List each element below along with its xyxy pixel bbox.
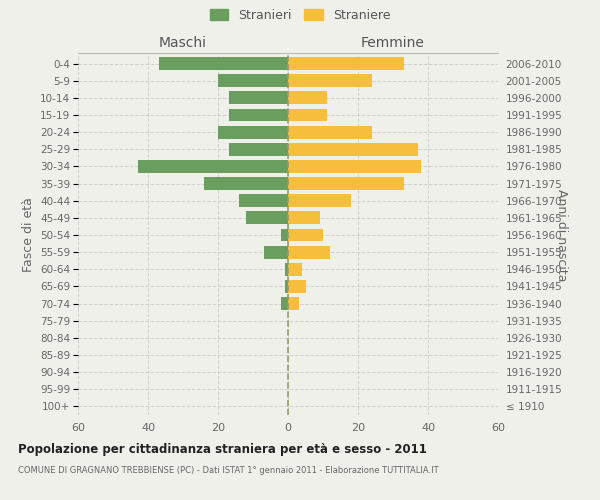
Bar: [288, 108, 326, 122]
Bar: [229, 143, 288, 156]
Bar: [263, 246, 288, 258]
Bar: [288, 280, 305, 293]
Bar: [288, 194, 351, 207]
Bar: [281, 297, 288, 310]
Bar: [218, 126, 288, 138]
Bar: [239, 194, 288, 207]
Bar: [288, 74, 372, 87]
Bar: [158, 57, 288, 70]
Bar: [288, 57, 404, 70]
Bar: [288, 246, 330, 258]
Bar: [204, 177, 288, 190]
Bar: [229, 92, 288, 104]
Bar: [288, 297, 299, 310]
Bar: [137, 160, 288, 173]
Bar: [229, 108, 288, 122]
Bar: [284, 263, 288, 276]
Bar: [288, 92, 326, 104]
Bar: [288, 160, 421, 173]
Bar: [288, 126, 372, 138]
Bar: [288, 212, 320, 224]
Bar: [288, 228, 323, 241]
Text: Popolazione per cittadinanza straniera per età e sesso - 2011: Popolazione per cittadinanza straniera p…: [18, 442, 427, 456]
Bar: [246, 212, 288, 224]
Text: COMUNE DI GRAGNANO TREBBIENSE (PC) - Dati ISTAT 1° gennaio 2011 - Elaborazione T: COMUNE DI GRAGNANO TREBBIENSE (PC) - Dat…: [18, 466, 439, 475]
Bar: [284, 280, 288, 293]
Y-axis label: Fasce di età: Fasce di età: [22, 198, 35, 272]
Bar: [281, 228, 288, 241]
Legend: Stranieri, Straniere: Stranieri, Straniere: [209, 8, 391, 22]
Y-axis label: Anni di nascita: Anni di nascita: [555, 188, 568, 281]
Text: Maschi: Maschi: [159, 36, 207, 50]
Bar: [218, 74, 288, 87]
Text: Femmine: Femmine: [361, 36, 425, 50]
Bar: [288, 143, 418, 156]
Bar: [288, 177, 404, 190]
Bar: [288, 263, 302, 276]
